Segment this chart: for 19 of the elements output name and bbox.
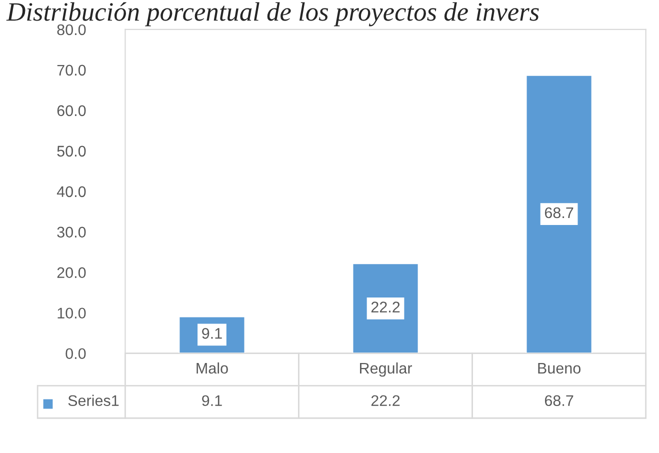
- y-tick-label: 40.0: [56, 186, 86, 198]
- data-label: 68.7: [544, 395, 574, 406]
- x-tick-label: Regular: [360, 362, 412, 377]
- annotation: 9.1: [202, 328, 222, 339]
- data-label: 9.1: [202, 395, 222, 406]
- legend-label: Series1: [68, 394, 119, 406]
- y-tick-label: 80.0: [57, 24, 86, 36]
- data-label: 22.2: [371, 395, 400, 406]
- y-tick-label: 60.0: [57, 105, 86, 116]
- y-tick-label: 10.0: [58, 308, 86, 319]
- x-tick-label: Bueno: [538, 362, 580, 374]
- y-tick-label: 70.0: [57, 64, 86, 76]
- annotation: 22.2: [371, 302, 400, 312]
- annotation: 68.7: [544, 207, 574, 218]
- y-tick-label: 30.0: [57, 226, 86, 238]
- y-tick-label: 50.0: [57, 146, 86, 157]
- y-tick-label: 0.0: [66, 348, 86, 360]
- y-tick-label: 20.0: [57, 267, 86, 278]
- x-tick-label: Malo: [196, 362, 228, 374]
